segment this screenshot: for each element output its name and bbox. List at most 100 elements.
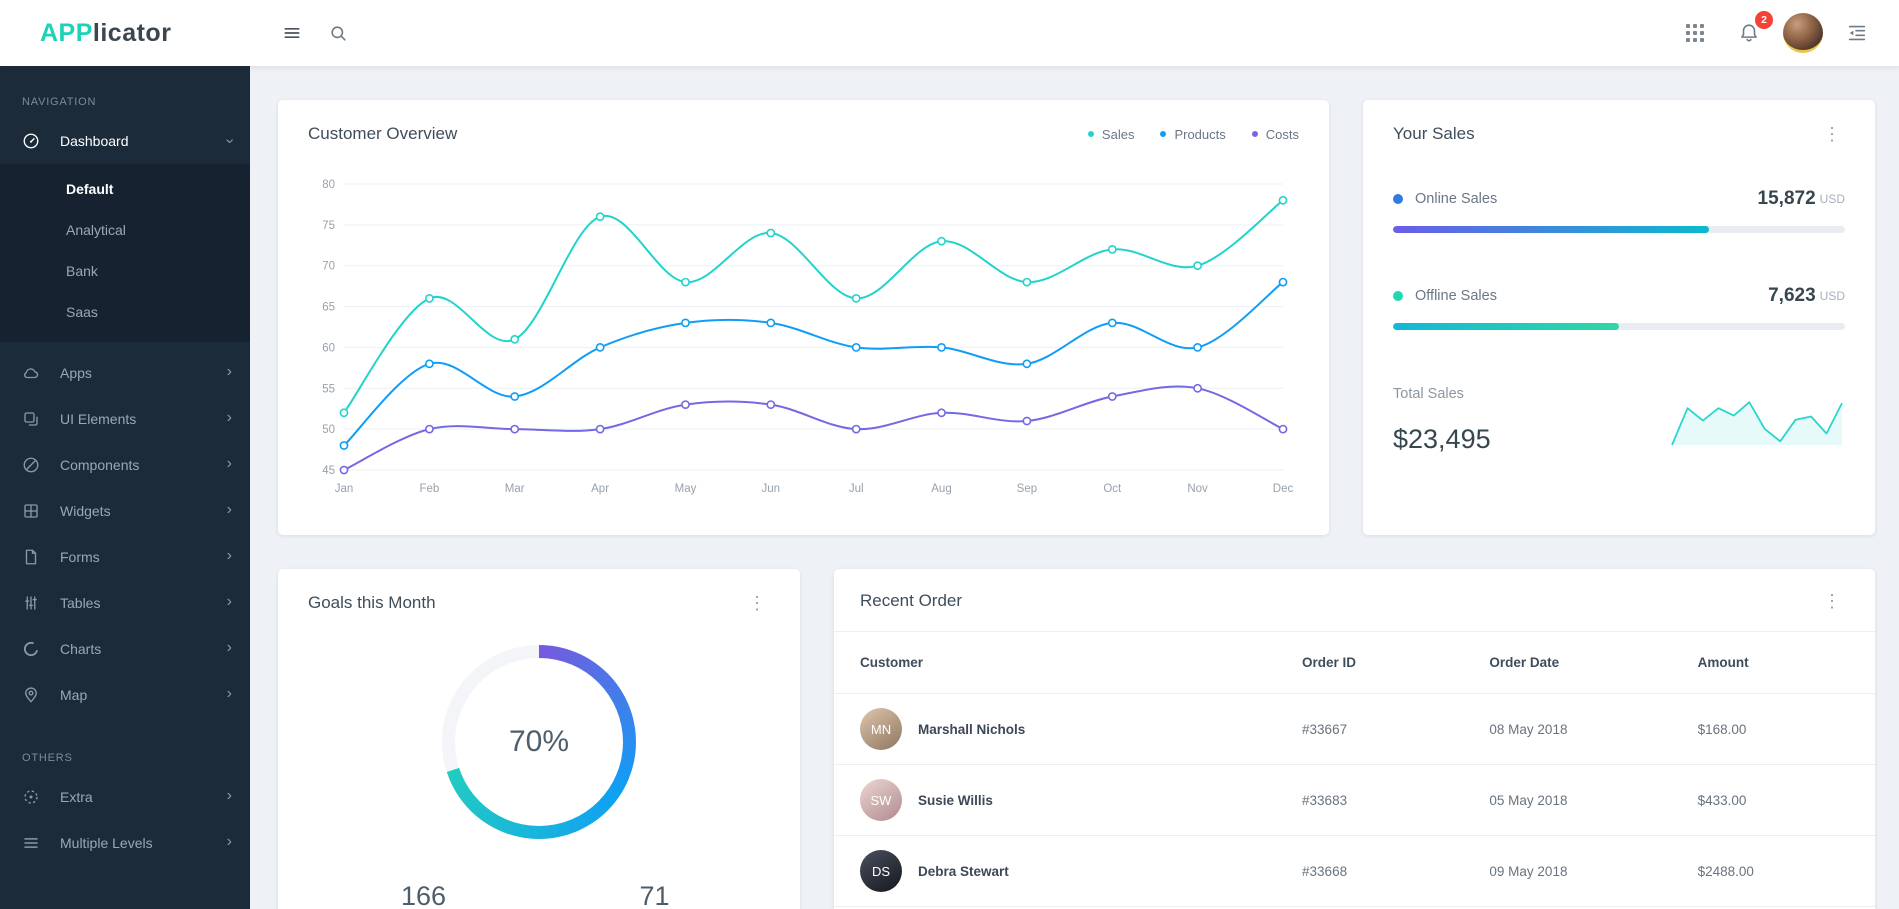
- sidebar-item-label: Dashboard: [60, 133, 129, 149]
- sidebar-item-multiple-levels[interactable]: Multiple Levels ›: [0, 820, 250, 866]
- menu-lines-icon: [22, 834, 40, 852]
- card-title: Recent Order: [860, 591, 963, 610]
- chevron-right-icon: ›: [226, 501, 232, 518]
- brand-logo[interactable]: APPlicator: [0, 19, 250, 48]
- brand-rest: licator: [92, 18, 172, 47]
- legend-item-products[interactable]: Products: [1160, 127, 1226, 142]
- chevron-right-icon: ›: [226, 639, 232, 656]
- card-title: Your Sales: [1393, 124, 1475, 143]
- goals-donut-chart: 70%: [442, 645, 636, 839]
- kebab-menu-icon[interactable]: ⋮: [748, 593, 766, 613]
- legend-dot: [1160, 131, 1167, 137]
- sidebar-item-apps[interactable]: Apps ›: [0, 350, 250, 396]
- online-sales-value: 15,872: [1757, 188, 1816, 209]
- compass-icon: [22, 456, 40, 474]
- donut-icon: [22, 640, 40, 658]
- svg-text:50: 50: [322, 424, 335, 436]
- chevron-down-icon: ›: [221, 138, 239, 144]
- customer-name: Susie Willis: [918, 792, 993, 808]
- chevron-right-icon: ›: [226, 787, 232, 804]
- legend-dot: [1251, 131, 1258, 137]
- card-title: Goals this Month: [308, 593, 436, 612]
- chart-legend: Sales Products Costs: [1087, 127, 1299, 142]
- customer-overview-line-chart: 45 50 55 60 65 70 75 80 Jan Feb Mar Apr May Jun Jul Aug…: [308, 170, 1299, 507]
- chevron-right-icon: ›: [226, 409, 232, 426]
- settings-panel-toggle-icon[interactable]: [1837, 13, 1877, 53]
- svg-text:Aug: Aug: [931, 483, 951, 495]
- svg-text:Feb: Feb: [419, 483, 439, 495]
- notification-count-badge: 2: [1755, 11, 1773, 29]
- chevron-right-icon: ›: [226, 593, 232, 610]
- sidebar-item-components[interactable]: Components ›: [0, 442, 250, 488]
- col-order-id: Order ID: [1292, 631, 1480, 694]
- sidebar-item-tables[interactable]: Tables ›: [0, 580, 250, 626]
- legend-item-sales[interactable]: Sales: [1087, 127, 1134, 142]
- sidebar-item-forms[interactable]: Forms ›: [0, 534, 250, 580]
- offline-sales-row: Offline Sales 7,623 USD: [1393, 285, 1845, 307]
- sidebar-item-map[interactable]: Map ›: [0, 672, 250, 718]
- main-content: Customer Overview Sales Products: [250, 66, 1899, 909]
- header-left-icons: [272, 13, 358, 53]
- order-date: 09 May 2018: [1479, 835, 1688, 907]
- sidebar-subitem-saas[interactable]: Saas: [66, 303, 98, 320]
- goals-card: Goals this Month ⋮ 70% 166 71: [278, 569, 800, 909]
- gauge-icon: [22, 132, 40, 150]
- svg-text:70: 70: [322, 261, 335, 273]
- layers-icon: [22, 410, 40, 428]
- kebab-menu-icon[interactable]: ⋮: [1823, 591, 1841, 611]
- brand-accent: APP: [40, 18, 93, 47]
- chevron-right-icon: ›: [226, 833, 232, 850]
- order-id: #33683: [1292, 764, 1480, 836]
- svg-text:May: May: [675, 483, 697, 495]
- goals-percent: 70%: [508, 725, 570, 758]
- nav-section-title: NAVIGATION: [22, 96, 97, 108]
- sidebar-item-charts[interactable]: Charts ›: [0, 626, 250, 672]
- hamburger-menu-icon[interactable]: [272, 13, 312, 53]
- top-header: APPlicator 2: [0, 0, 1899, 66]
- file-icon: [22, 548, 40, 566]
- svg-text:Jan: Jan: [335, 483, 354, 495]
- header-right-icons: 2: [1675, 11, 1899, 53]
- svg-text:Jun: Jun: [762, 483, 781, 495]
- notifications-bell-icon[interactable]: 2: [1729, 11, 1773, 53]
- offline-sales-progressbar: [1393, 323, 1845, 330]
- sidebar-item-widgets[interactable]: Widgets ›: [0, 488, 250, 534]
- legend-item-costs[interactable]: Costs: [1251, 127, 1299, 142]
- svg-text:Nov: Nov: [1187, 483, 1208, 495]
- sidebar-subitem-analytical[interactable]: Analytical: [66, 221, 126, 238]
- svg-text:Oct: Oct: [1103, 483, 1122, 495]
- chevron-right-icon: ›: [226, 547, 232, 564]
- sidebar-subitem-bank[interactable]: Bank: [66, 262, 98, 279]
- sidebar-item-ui-elements[interactable]: UI Elements ›: [0, 396, 250, 442]
- svg-text:55: 55: [322, 383, 335, 395]
- dashboard-submenu: Default Analytical Bank Saas: [0, 164, 250, 342]
- user-avatar[interactable]: [1783, 13, 1823, 53]
- cloud-icon: [22, 364, 40, 382]
- grid-square-icon: [22, 502, 40, 520]
- goal-stat-right: 71: [639, 881, 670, 909]
- sidebar-item-extra[interactable]: Extra ›: [0, 774, 250, 820]
- col-order-date: Order Date: [1479, 631, 1688, 694]
- order-id: #33667: [1292, 693, 1480, 765]
- order-id: #33668: [1292, 835, 1480, 907]
- order-amount: $168.00: [1687, 693, 1875, 765]
- svg-text:Dec: Dec: [1273, 483, 1294, 495]
- sidebar-item-dashboard[interactable]: Dashboard ›: [0, 118, 250, 164]
- apps-grid-icon[interactable]: [1675, 13, 1715, 53]
- legend-dot: [1087, 131, 1094, 137]
- your-sales-card: Your Sales ⋮ Online Sales 15,872 USD Off…: [1363, 100, 1875, 535]
- customer-name: Marshall Nichols: [918, 721, 1026, 737]
- kebab-menu-icon[interactable]: ⋮: [1823, 124, 1841, 144]
- avatar: SW: [860, 779, 902, 821]
- search-icon[interactable]: [318, 13, 358, 53]
- online-sales-dot: [1393, 194, 1403, 204]
- pin-icon: [22, 686, 40, 704]
- online-sales-row: Online Sales 15,872 USD: [1393, 188, 1845, 210]
- orders-table: Customer Order ID Order Date Amount MN M…: [834, 631, 1875, 907]
- svg-text:65: 65: [322, 302, 335, 314]
- sidebar-subitem-default[interactable]: Default: [66, 180, 114, 197]
- order-date: 05 May 2018: [1479, 764, 1688, 836]
- svg-text:75: 75: [322, 220, 335, 232]
- avatar: DS: [860, 850, 902, 892]
